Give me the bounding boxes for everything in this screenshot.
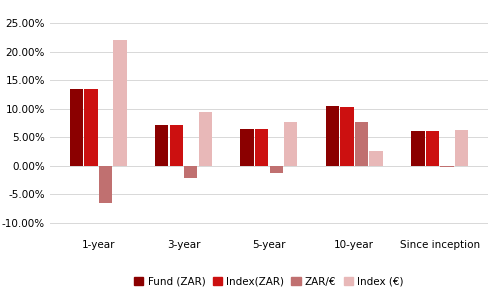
Bar <box>184 166 198 178</box>
Bar <box>284 122 297 166</box>
Bar <box>241 129 254 166</box>
Bar <box>426 131 439 166</box>
Bar <box>326 106 339 166</box>
Bar <box>455 130 468 166</box>
Bar <box>170 125 183 166</box>
Bar <box>440 166 454 167</box>
Bar <box>340 107 354 166</box>
Bar <box>84 89 98 166</box>
Bar <box>99 166 112 203</box>
Bar <box>155 125 168 166</box>
Bar <box>269 166 283 173</box>
Bar <box>255 129 268 166</box>
Bar <box>113 40 126 166</box>
Bar <box>370 152 383 166</box>
Bar <box>70 89 83 166</box>
Bar <box>355 122 368 166</box>
Bar <box>411 131 425 166</box>
Legend: Fund (ZAR), Index(ZAR), ZAR/€, Index (€): Fund (ZAR), Index(ZAR), ZAR/€, Index (€) <box>130 272 408 291</box>
Bar <box>199 112 212 166</box>
